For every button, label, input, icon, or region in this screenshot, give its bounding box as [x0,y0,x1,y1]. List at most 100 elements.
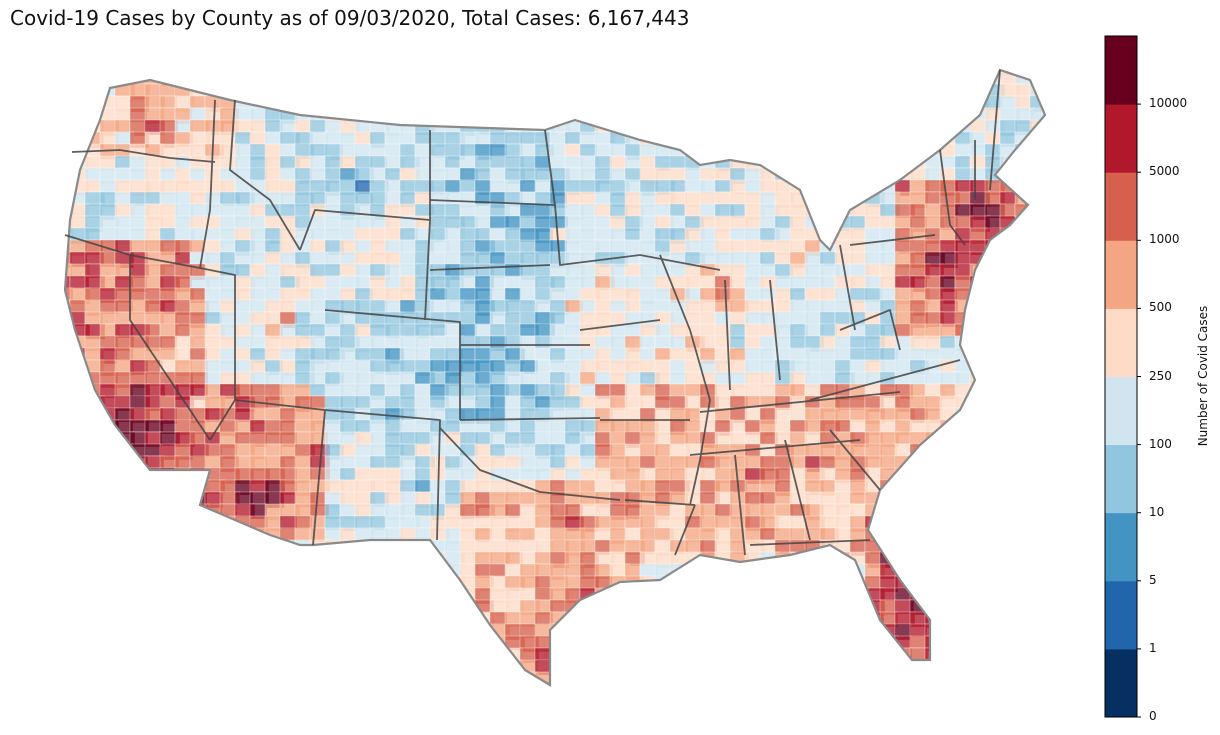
county-cell [999,395,1019,410]
county-cell [519,683,541,685]
county-cell [789,131,806,147]
county-cell [144,623,166,637]
county-cell [849,71,870,86]
county-cell [834,311,851,326]
county-cell [519,587,536,601]
county-cell [1029,527,1045,544]
county-cell [549,647,568,664]
county-cell [864,155,882,171]
county-cell [354,95,375,111]
county-cell [564,143,582,157]
county-cell [189,563,206,580]
county-cell [69,119,86,135]
county-cell [1014,407,1034,422]
county-cell [1044,503,1045,517]
county-cell [969,491,986,505]
county-cell [444,155,461,169]
county-cell [894,683,911,685]
county-cell [564,683,584,685]
county-cell [444,83,461,100]
county-cell [624,83,641,97]
county-cell [65,70,73,74]
county-cell [849,659,866,675]
county-cell [264,563,285,578]
county-cell [384,635,405,652]
county-cell [429,671,450,685]
county-cell [669,179,687,193]
county-cell [309,611,328,629]
county-cell [144,191,161,205]
county-cell [84,83,103,97]
county-cell [1029,155,1045,171]
county-cell [639,347,656,362]
county-cell [654,167,672,181]
county-cell [1029,419,1045,434]
county-cell [489,323,506,337]
county-cell [174,503,193,519]
county-cell [984,443,1003,459]
county-cell [65,503,71,519]
county-cell [65,611,72,627]
county-cell [234,347,253,362]
county-cell [879,515,897,533]
county-cell [324,359,343,374]
county-cell [969,395,986,413]
county-cell [669,95,688,111]
county-cell [699,599,719,613]
county-cell [114,215,131,229]
county-cell [699,107,721,122]
county-cell [864,683,882,685]
county-cell [594,95,615,112]
county-cell [669,191,688,206]
county-cell [204,587,225,604]
county-cell [324,551,343,566]
county-cell [204,611,224,627]
county-cell [969,515,986,532]
county-cell [714,635,732,649]
county-cell [459,71,480,87]
county-cell [65,119,72,135]
county-cell [1014,263,1034,281]
county-cell [84,95,105,110]
county-cell [954,251,972,266]
county-cell [684,83,702,100]
county-cell [819,563,839,578]
county-cell [969,359,990,373]
county-cell [489,527,506,541]
county-cell [744,587,765,601]
county-cell [969,467,986,485]
county-cell [609,83,627,97]
county-cell [1029,551,1045,566]
county-cell [924,539,945,557]
county-cell [999,251,1017,267]
county-cell [714,575,735,590]
county-cell [369,467,387,482]
county-cell [1044,119,1045,134]
county-cell [579,527,596,542]
county-cell [204,647,224,661]
county-cell [789,155,809,169]
county-cell [264,71,285,88]
county-cell [369,95,390,110]
county-cell [324,95,346,112]
county-cell [369,599,388,617]
county-cell [549,527,568,542]
county-cell [969,287,990,304]
county-cell [414,167,431,181]
county-cell [114,70,133,77]
county-cell [594,659,615,676]
county-cell [999,335,1018,349]
county-cell [909,70,931,73]
county-cell [819,167,840,183]
county-cell [699,563,721,581]
county-cell [984,623,1005,637]
county-cell [714,587,731,603]
county-cell [69,563,89,579]
county-cell [69,191,86,205]
county-cell [924,491,942,506]
county-cell [354,71,373,89]
county-cell [114,455,136,471]
county-cell [969,443,991,458]
county-cell [399,203,416,217]
county-cell [804,683,823,685]
